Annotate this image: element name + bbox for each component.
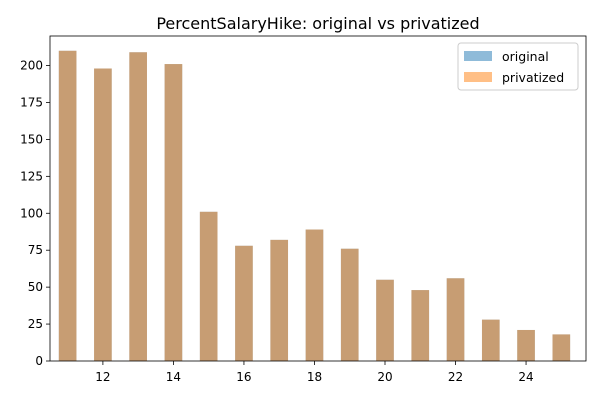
x-tick-label-16: 16: [236, 370, 251, 384]
bar-privatized-14: [164, 64, 183, 362]
legend-swatch-original: [464, 51, 492, 61]
x-tick-label-22: 22: [448, 370, 463, 384]
x-tick-label-20: 20: [377, 370, 392, 384]
bar-privatized-13: [129, 52, 147, 361]
legend-swatch-privatized: [464, 72, 492, 82]
x-tick-label-12: 12: [95, 370, 110, 384]
y-tick-label-75: 75: [28, 243, 43, 257]
bar-privatized-12: [94, 68, 112, 361]
x-tick-label-24: 24: [518, 370, 533, 384]
y-tick-label-125: 125: [20, 169, 43, 183]
bar-privatized-15: [199, 211, 218, 361]
bars-layer: [58, 50, 571, 362]
y-tick-label-25: 25: [28, 317, 43, 331]
legend: original privatized: [457, 42, 579, 91]
bar-privatized-24: [517, 329, 535, 361]
bar-privatized-16: [235, 245, 253, 361]
bar-privatized-17: [270, 239, 289, 361]
bar-privatized-21: [411, 290, 430, 361]
bar-privatized-18: [305, 229, 324, 361]
y-tick-label-150: 150: [20, 132, 43, 146]
y-tick-label-175: 175: [20, 95, 43, 109]
y-tick-label-0: 0: [35, 354, 43, 368]
bar-privatized-20: [376, 279, 394, 361]
bar-privatized-11: [58, 50, 77, 361]
x-tick-label-14: 14: [166, 370, 181, 384]
y-tick-label-100: 100: [20, 206, 43, 220]
axes-frame: [49, 35, 587, 362]
chart-title: PercentSalaryHike: original vs privatize…: [156, 14, 479, 33]
y-tick-label-200: 200: [20, 59, 43, 73]
bar-privatized-25: [552, 334, 571, 361]
bar-privatized-19: [340, 248, 359, 361]
x-tick-label-18: 18: [307, 370, 322, 384]
bar-privatized-22: [446, 278, 465, 361]
legend-label-privatized: privatized: [502, 70, 564, 85]
bar-privatized-23: [481, 319, 500, 361]
axes-layer: 12 14 16 18 20 22 24 0 25 50 75 100 125 150 175 200: [20, 35, 587, 384]
y-tick-label-50: 50: [28, 280, 43, 294]
legend-label-original: original: [502, 49, 549, 64]
